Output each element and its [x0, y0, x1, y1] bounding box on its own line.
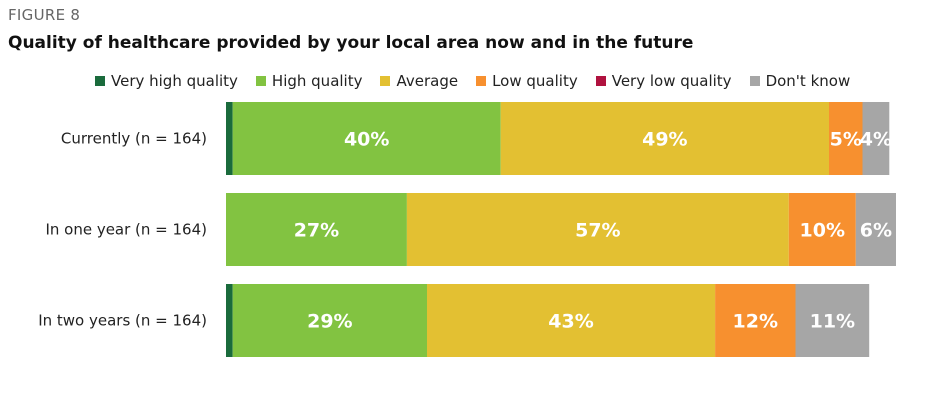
- bar-segment: [406, 193, 789, 266]
- data-label: 12%: [733, 311, 778, 333]
- bar-segment: [795, 284, 870, 357]
- legend-swatch: [255, 76, 266, 86]
- data-label: 5%: [830, 129, 862, 151]
- data-label: 6%: [860, 220, 892, 242]
- bar-segment: [226, 193, 407, 266]
- legend-label: High quality: [271, 72, 363, 90]
- data-label: 10%: [800, 220, 845, 242]
- bar-segment: [427, 284, 716, 357]
- legend-label: Don't know: [765, 72, 851, 90]
- data-label: 49%: [642, 129, 687, 151]
- data-label: 4%: [860, 129, 892, 151]
- legend-item-very-low: Very low quality: [595, 72, 732, 90]
- legend-item-high: High quality: [255, 72, 363, 90]
- legend-label: Very low quality: [611, 72, 732, 90]
- category-label: Currently (n = 164): [61, 130, 207, 148]
- category-label: In one year (n = 164): [45, 221, 207, 239]
- legend-label: Very high quality: [111, 72, 238, 90]
- legend-label: Average: [396, 72, 459, 90]
- bar-segment: [232, 284, 427, 357]
- bar-segment: [862, 102, 890, 175]
- legend: Very high quality High quality Average L…: [95, 72, 850, 90]
- legend-item-very-high: Very high quality: [95, 72, 238, 90]
- bar-segment: [500, 102, 829, 175]
- bar-segment: [829, 102, 863, 175]
- bar-segment: [226, 102, 233, 175]
- bar-segment: [226, 284, 233, 357]
- chart-title: Quality of healthcare provided by your l…: [8, 33, 694, 53]
- data-label: 27%: [294, 220, 339, 242]
- legend-swatch: [476, 76, 487, 86]
- legend-swatch: [595, 76, 606, 86]
- bar-segment: [715, 284, 796, 357]
- category-label: In two years (n = 164): [38, 312, 207, 330]
- legend-item-dont-know: Don't know: [749, 72, 851, 90]
- bar-segment: [855, 193, 896, 266]
- legend-item-average: Average: [380, 72, 458, 90]
- data-label: 29%: [307, 311, 352, 333]
- figure-label: FIGURE 8: [8, 6, 81, 24]
- legend-swatch: [95, 76, 105, 86]
- bar-segment: [788, 193, 856, 266]
- legend-item-low: Low quality: [476, 72, 578, 90]
- legend-swatch: [380, 76, 391, 86]
- data-label: 40%: [344, 129, 389, 151]
- legend-swatch: [749, 76, 760, 86]
- data-label: 11%: [810, 311, 855, 333]
- data-label: 43%: [548, 311, 593, 333]
- bar-segment: [232, 102, 501, 175]
- legend-label: Low quality: [492, 72, 578, 90]
- data-label: 57%: [575, 220, 620, 242]
